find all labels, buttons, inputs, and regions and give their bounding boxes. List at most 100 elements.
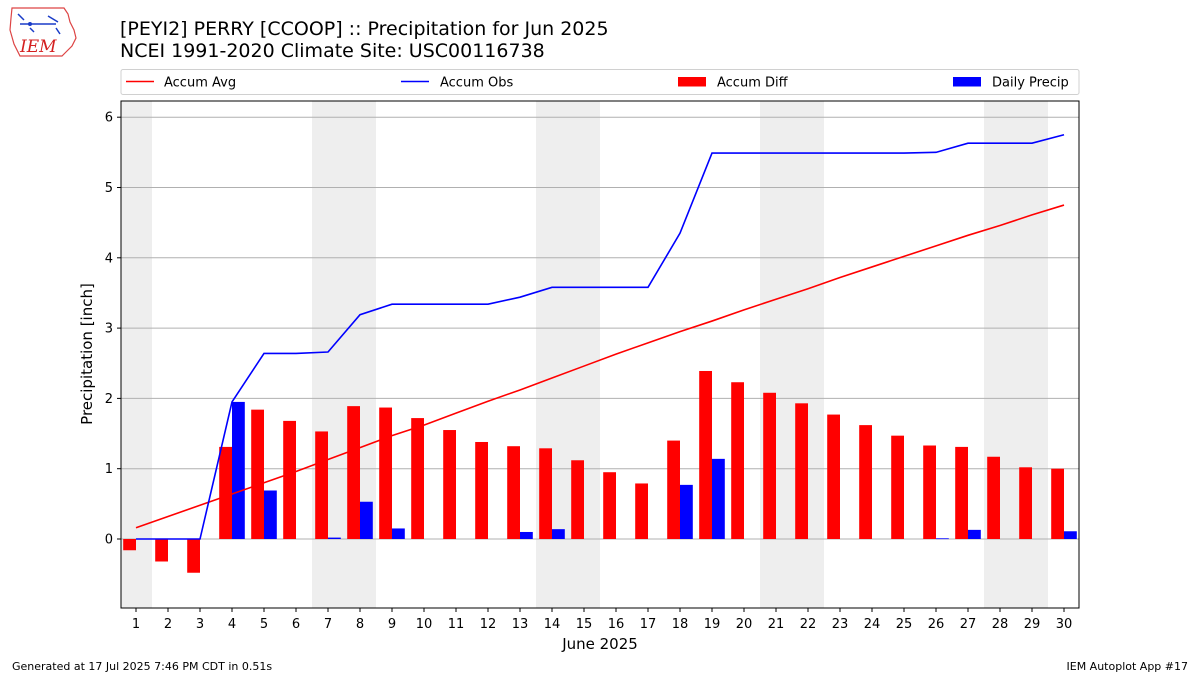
bar-accum-diff xyxy=(475,441,488,539)
x-tick-label: 16 xyxy=(608,617,625,632)
bar-accum-diff xyxy=(347,406,360,539)
bar-daily-precip xyxy=(680,484,693,539)
x-tick-label: 2 xyxy=(164,617,172,632)
bar-accum-diff xyxy=(635,483,648,539)
x-tick-label: 28 xyxy=(992,617,1009,632)
x-tick-label: 20 xyxy=(736,617,753,632)
gridlines xyxy=(121,116,1079,540)
bar-daily-precip xyxy=(392,528,405,539)
bar-accum-diff xyxy=(603,472,616,539)
bars xyxy=(123,370,1077,573)
bar-accum-diff xyxy=(123,539,136,551)
bar-accum-diff xyxy=(571,460,584,539)
bar-accum-diff xyxy=(187,539,200,573)
x-tick-label: 4 xyxy=(228,617,236,632)
legend-item-accum-diff: Accum Diff xyxy=(678,76,789,91)
x-tick-label: 25 xyxy=(896,617,913,632)
x-tick-label: 12 xyxy=(480,617,497,632)
weekend-shade-day-1 xyxy=(121,101,152,608)
y-axis-label: Precipitation [inch] xyxy=(78,283,96,425)
x-tick-label: 17 xyxy=(640,617,657,632)
bar-accum-diff xyxy=(155,539,168,562)
legend-label-accum-diff: Accum Diff xyxy=(717,76,789,91)
plot-frame xyxy=(120,100,1080,609)
bar-daily-precip xyxy=(936,538,949,540)
y-tick-label: 1 xyxy=(105,462,113,477)
bar-daily-precip xyxy=(232,401,245,539)
x-tick-label: 7 xyxy=(324,617,332,632)
bar-accum-diff xyxy=(923,445,936,539)
bar-accum-diff xyxy=(539,448,552,539)
bar-accum-diff xyxy=(411,418,424,539)
x-axis-label: June 2025 xyxy=(561,635,638,653)
y-tick-label: 6 xyxy=(105,111,113,126)
bar-accum-diff xyxy=(443,430,456,539)
legend-item-daily-precip: Daily Precip xyxy=(953,76,1069,91)
x-tick-label: 22 xyxy=(800,617,817,632)
bar-daily-precip xyxy=(360,501,373,539)
y-tick-label: 2 xyxy=(105,392,113,407)
bar-accum-diff xyxy=(955,446,968,539)
bar-accum-diff xyxy=(667,440,680,539)
iem-logo-icon: IEM xyxy=(9,7,77,57)
bar-daily-precip xyxy=(1064,531,1077,539)
legend: Accum Avg Accum Obs Accum Diff Daily Pre… xyxy=(120,69,1080,95)
bar-accum-diff xyxy=(379,407,392,539)
x-tick-label: 9 xyxy=(388,617,396,632)
chart-subtitle: NCEI 1991-2020 Climate Site: USC00116738 xyxy=(120,40,545,62)
x-tick-label: 1 xyxy=(132,617,140,632)
line-accum-obs xyxy=(136,134,1065,540)
footer-app: IEM Autoplot App #17 xyxy=(1066,660,1189,673)
x-tick-label: 5 xyxy=(260,617,268,632)
bar-daily-precip xyxy=(328,537,341,539)
logo-text: IEM xyxy=(19,37,57,57)
x-tick-label: 14 xyxy=(544,617,561,632)
x-tick-label: 21 xyxy=(768,617,785,632)
legend-label-daily-precip: Daily Precip xyxy=(992,76,1069,91)
y-tick-label: 4 xyxy=(105,251,113,266)
x-tick-label: 27 xyxy=(960,617,977,632)
bar-accum-diff xyxy=(763,392,776,539)
bar-accum-diff xyxy=(859,425,872,539)
x-tick-label: 19 xyxy=(704,617,721,632)
bar-accum-diff xyxy=(795,403,808,539)
x-tick-label: 8 xyxy=(356,617,364,632)
x-tick-label: 18 xyxy=(672,617,689,632)
bar-accum-diff xyxy=(315,431,328,539)
bar-accum-diff xyxy=(1051,468,1064,539)
bar-daily-precip xyxy=(712,458,725,539)
bar-daily-precip xyxy=(552,529,565,539)
bar-accum-diff xyxy=(251,409,264,539)
bar-accum-diff xyxy=(507,446,520,539)
x-tick-label: 10 xyxy=(416,617,433,632)
y-tick-label: 0 xyxy=(105,533,113,548)
bar-accum-diff xyxy=(699,370,712,539)
bar-accum-diff xyxy=(987,456,1000,539)
x-tick-label: 26 xyxy=(928,617,945,632)
bar-accum-diff xyxy=(731,382,744,539)
lines xyxy=(135,134,1065,540)
legend-item-accum-obs: Accum Obs xyxy=(401,76,513,91)
line-accum-avg xyxy=(135,204,1065,529)
bar-daily-precip xyxy=(968,529,981,539)
y-tick-label: 5 xyxy=(105,181,113,196)
bar-accum-diff xyxy=(827,414,840,539)
x-tick-label: 6 xyxy=(292,617,300,632)
bar-accum-diff xyxy=(283,420,296,539)
x-tick-label: 3 xyxy=(196,617,204,632)
y-tick-label: 3 xyxy=(105,322,113,337)
bar-accum-diff xyxy=(219,446,232,539)
x-tick-label: 15 xyxy=(576,617,593,632)
legend-label-accum-obs: Accum Obs xyxy=(440,76,513,91)
x-tick-label: 30 xyxy=(1056,617,1073,632)
bar-daily-precip xyxy=(520,531,533,539)
x-tick-label: 11 xyxy=(448,617,465,632)
x-tick-label: 23 xyxy=(832,617,849,632)
bar-daily-precip xyxy=(264,490,277,539)
legend-item-accum-avg: Accum Avg xyxy=(126,76,236,91)
x-tick-label: 29 xyxy=(1024,617,1041,632)
x-tick-label: 13 xyxy=(512,617,529,632)
x-tick-label: 24 xyxy=(864,617,881,632)
